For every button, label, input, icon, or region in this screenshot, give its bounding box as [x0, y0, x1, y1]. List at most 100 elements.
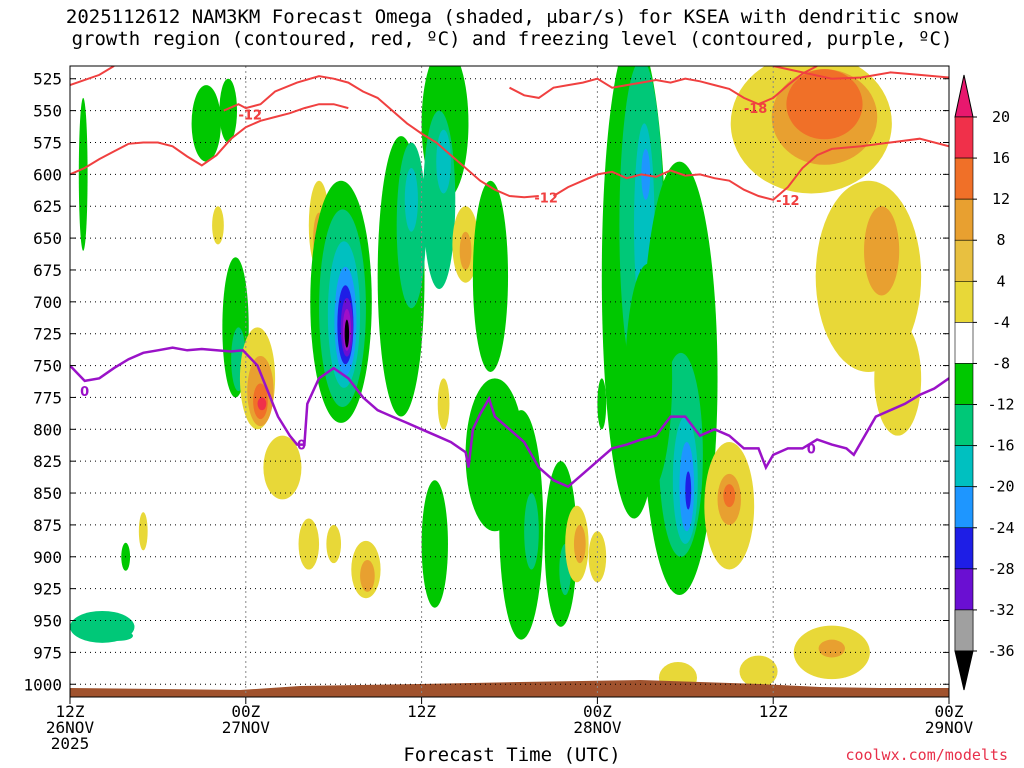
omega-cell	[864, 206, 900, 296]
colorbar-bin	[954, 157, 974, 200]
x-tick-label: 27NOV	[222, 718, 271, 737]
colorbar-bin	[954, 527, 974, 570]
omega-cell	[573, 524, 586, 564]
y-tick-label: 800	[33, 420, 62, 439]
colorbar-label: 8	[996, 231, 1005, 249]
omega-cell	[78, 97, 88, 251]
omega-cell	[219, 78, 238, 143]
omega-cell	[874, 320, 922, 436]
y-tick-label: 575	[33, 133, 62, 152]
dendritic-contour-line	[223, 75, 539, 199]
colorbar-label: -4	[992, 313, 1010, 331]
y-tick-label: 600	[33, 165, 62, 184]
freezing-level-label: 0	[807, 442, 816, 457]
plot-border	[69, 65, 950, 698]
freezing-level-label: 0	[80, 385, 89, 400]
x-tick-label: 29NOV	[925, 718, 974, 737]
y-tick-label: 625	[33, 197, 62, 216]
omega-cell	[625, 263, 673, 494]
colorbar-bin	[954, 281, 974, 323]
credit-link[interactable]: coolwx.com/modelts	[845, 746, 1008, 764]
y-tick-label: 975	[33, 643, 62, 662]
x-tick-label: 12Z	[407, 702, 436, 721]
colorbar-label: 12	[992, 190, 1010, 208]
colorbar-label: -24	[987, 519, 1014, 537]
colorbar-bin	[954, 404, 974, 446]
colorbar-bin	[954, 239, 974, 282]
y-tick-label: 775	[33, 388, 62, 407]
omega-cell	[360, 559, 375, 592]
x-tick-label: 00Z	[583, 702, 612, 721]
colorbar-bin	[954, 363, 974, 405]
dendritic-contour-label: -12	[238, 108, 262, 123]
colorbar-label: 4	[996, 272, 1005, 290]
omega-cell	[421, 480, 448, 608]
colorbar-label: -8	[992, 354, 1010, 372]
colorbar-label: -28	[987, 560, 1014, 578]
dendritic-contour-line	[552, 137, 949, 201]
colorbar-label: 16	[992, 149, 1010, 167]
colorbar: 20 16 12 8 4 -4 -8 -12 -16 -20 -24 -28 -32 -36	[954, 74, 1015, 691]
omega-cell	[344, 319, 350, 348]
colorbar-bin	[954, 486, 974, 529]
y-tick-label: 950	[33, 612, 62, 631]
x-tick-label: 12Z	[759, 702, 788, 721]
y-tick-label: 825	[33, 452, 62, 471]
x-tick-label: 28NOV	[573, 718, 622, 737]
dendritic-contour-line	[70, 103, 349, 176]
y-tick-label: 725	[33, 325, 62, 344]
chart-title-line-2: growth region (contoured, red, ºC) and f…	[71, 28, 953, 50]
dendritic-contour-label: -12	[776, 194, 800, 209]
y-tick-label: 525	[33, 70, 62, 89]
omega-cell	[723, 484, 736, 508]
colorbar-bin	[954, 609, 974, 652]
omega-cell	[818, 639, 845, 658]
omega-cell	[436, 129, 451, 194]
colorbar-bottom-arrow	[954, 650, 974, 691]
dendritic-contour-line	[509, 66, 818, 106]
colorbar-label: -12	[987, 396, 1014, 414]
y-tick-label: 850	[33, 484, 62, 503]
colorbar-label: -20	[987, 478, 1014, 496]
dendritic-contours: -12-12-12-18-12	[70, 66, 949, 209]
omega-cell	[739, 655, 778, 688]
omega-cell	[597, 378, 607, 430]
omega-cell	[437, 378, 450, 430]
chart-title-line-1: 2025112612 NAM3KM Forecast Omega (shaded…	[65, 6, 959, 28]
omega-cell	[191, 85, 221, 162]
colorbar-label: 20	[992, 108, 1010, 126]
x-tick-label: 2025	[51, 734, 90, 753]
terrain-bar	[70, 680, 949, 697]
omega-cell	[499, 410, 544, 640]
y-tick-label: 650	[33, 229, 62, 248]
x-tick-label: 26NOV	[46, 718, 95, 737]
x-tick-label: 00Z	[935, 702, 964, 721]
omega-cell	[263, 435, 302, 500]
omega-cell	[138, 512, 148, 551]
omega-cell	[811, 78, 847, 117]
y-tick-label: 700	[33, 293, 62, 312]
y-tick-label: 1000	[23, 675, 62, 694]
dendritic-contour-line	[772, 66, 949, 80]
colorbar-label: -32	[987, 601, 1014, 619]
grid-lines	[70, 66, 949, 697]
x-tick-label: 00Z	[231, 702, 260, 721]
plot-frame	[69, 65, 950, 698]
freezing-level-line	[70, 346, 949, 489]
omega-cell	[326, 524, 342, 564]
omega-cell	[212, 206, 224, 245]
y-tick-label: 900	[33, 548, 62, 567]
x-tick-label: 12Z	[56, 702, 85, 721]
dendritic-contour-label: -18	[744, 102, 768, 117]
omega-cell	[459, 231, 472, 270]
colorbar-top-arrow	[954, 74, 974, 118]
omega-cell	[404, 167, 418, 232]
omega-cell	[257, 397, 267, 411]
omega-cell	[524, 493, 539, 570]
terrain-fill	[70, 680, 949, 697]
dendritic-contour-label: -12	[534, 191, 558, 206]
y-tick-label: 550	[33, 102, 62, 121]
freezing-level-contour: 0 0 0	[70, 346, 949, 489]
omega-cell	[472, 180, 509, 372]
